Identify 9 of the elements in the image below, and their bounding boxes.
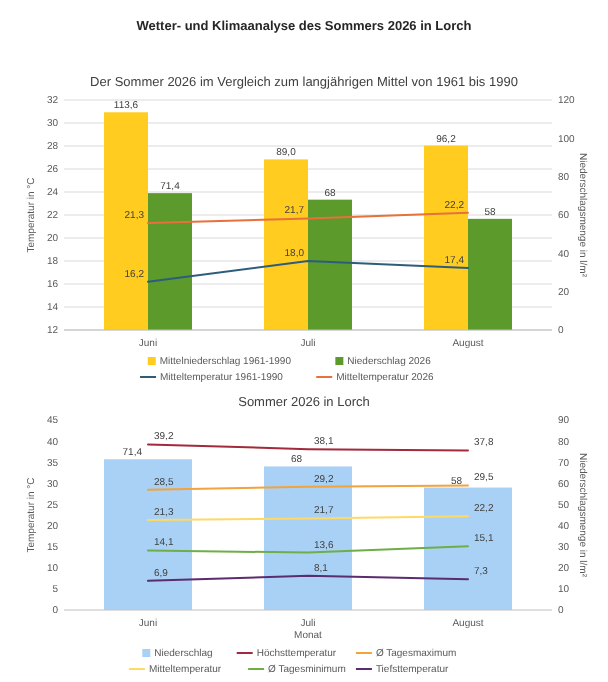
- bar: [424, 145, 468, 330]
- bar: [264, 159, 308, 330]
- bar: [468, 218, 512, 330]
- bar: [148, 193, 192, 330]
- bar: [308, 199, 352, 330]
- bar: [264, 466, 352, 610]
- bar: [424, 487, 512, 610]
- bar: [104, 459, 192, 610]
- bar: [104, 112, 148, 330]
